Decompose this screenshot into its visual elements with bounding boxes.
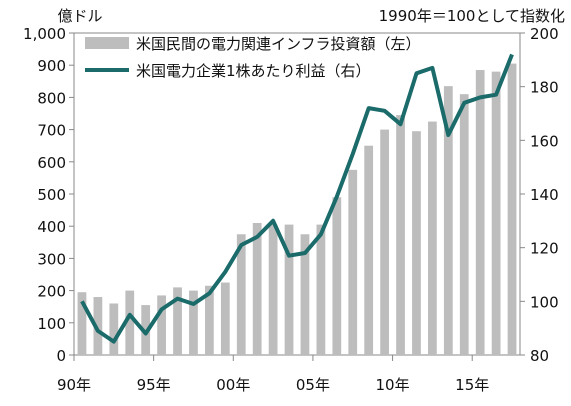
bar-1996 — [173, 287, 182, 355]
bar-2011 — [412, 131, 421, 355]
bar-1991 — [93, 297, 103, 355]
bar-2014 — [459, 94, 469, 356]
right-tick-label: 100 — [530, 293, 559, 311]
bar-2009 — [380, 129, 389, 355]
bar-2003 — [284, 224, 294, 355]
left-tick-label: 200 — [37, 283, 66, 301]
bar-2013 — [443, 86, 453, 355]
bar-1990 — [77, 292, 87, 355]
bar-2017 — [507, 63, 517, 356]
eps-line — [80, 53, 514, 344]
bar-2007 — [348, 169, 358, 355]
bar-1993 — [125, 290, 135, 355]
legend-swatch-investment — [85, 37, 129, 49]
right-axis-note: 1990年＝100として指数化 — [379, 7, 565, 25]
right-tick-label: 80 — [530, 347, 549, 365]
left-axis-unit: 億ドル — [57, 7, 102, 25]
bar-1995 — [157, 295, 166, 355]
left-tick-label: 400 — [37, 218, 66, 236]
bar-2006 — [332, 197, 342, 355]
x-tick-label: 90年 — [57, 376, 91, 394]
bar-2005 — [316, 224, 326, 355]
right-tick-label: 200 — [530, 25, 559, 43]
legend-label-eps: 米国電力企業1株あたり利益（右） — [136, 62, 371, 80]
bar-series-investment — [77, 63, 517, 356]
left-tick-label: 100 — [37, 315, 66, 333]
x-tick-label: 05年 — [296, 376, 330, 394]
left-tick-label: 1,000 — [23, 25, 66, 43]
right-tick-label: 160 — [530, 132, 559, 150]
legend-label-investment: 米国民間の電力関連インフラ投資額（左） — [136, 35, 421, 53]
bar-2004 — [300, 234, 310, 355]
axes: 0 100 200 300 400 500 600 700 800 900 1,000 80 100 12… — [23, 25, 559, 394]
bar-2008 — [364, 145, 374, 355]
bar-2000 — [236, 234, 246, 355]
bar-1999 — [220, 282, 230, 355]
bar-1992 — [109, 303, 119, 355]
legend: 米国民間の電力関連インフラ投資額（左） 米国電力企業1株あたり利益（右） — [85, 35, 421, 80]
right-tick-label: 140 — [530, 186, 559, 204]
bar-2002 — [268, 224, 278, 355]
plot-area — [73, 32, 521, 356]
bar-2010 — [396, 115, 405, 355]
bar-2012 — [428, 121, 437, 355]
right-tick-label: 120 — [530, 240, 559, 258]
x-tick-label: 95年 — [137, 376, 171, 394]
right-tick-label: 180 — [530, 79, 559, 97]
left-tick-label: 0 — [56, 347, 66, 365]
bar-1997 — [189, 290, 198, 355]
plot-frame — [73, 32, 521, 356]
left-tick-label: 500 — [37, 186, 66, 204]
x-tick-label: 00年 — [216, 376, 250, 394]
left-tick-label: 800 — [37, 89, 66, 107]
bar-2016 — [491, 71, 501, 355]
left-tick-label: 600 — [37, 154, 66, 172]
bar-2001 — [252, 222, 262, 355]
x-tick-label: 15年 — [455, 376, 489, 394]
line-series-eps — [80, 53, 514, 344]
left-tick-label: 300 — [37, 250, 66, 268]
bar-1998 — [205, 285, 214, 355]
left-tick-label: 700 — [37, 122, 66, 140]
bar-2015 — [475, 70, 485, 355]
x-tick-label: 10年 — [376, 376, 410, 394]
left-tick-label: 900 — [37, 57, 66, 75]
